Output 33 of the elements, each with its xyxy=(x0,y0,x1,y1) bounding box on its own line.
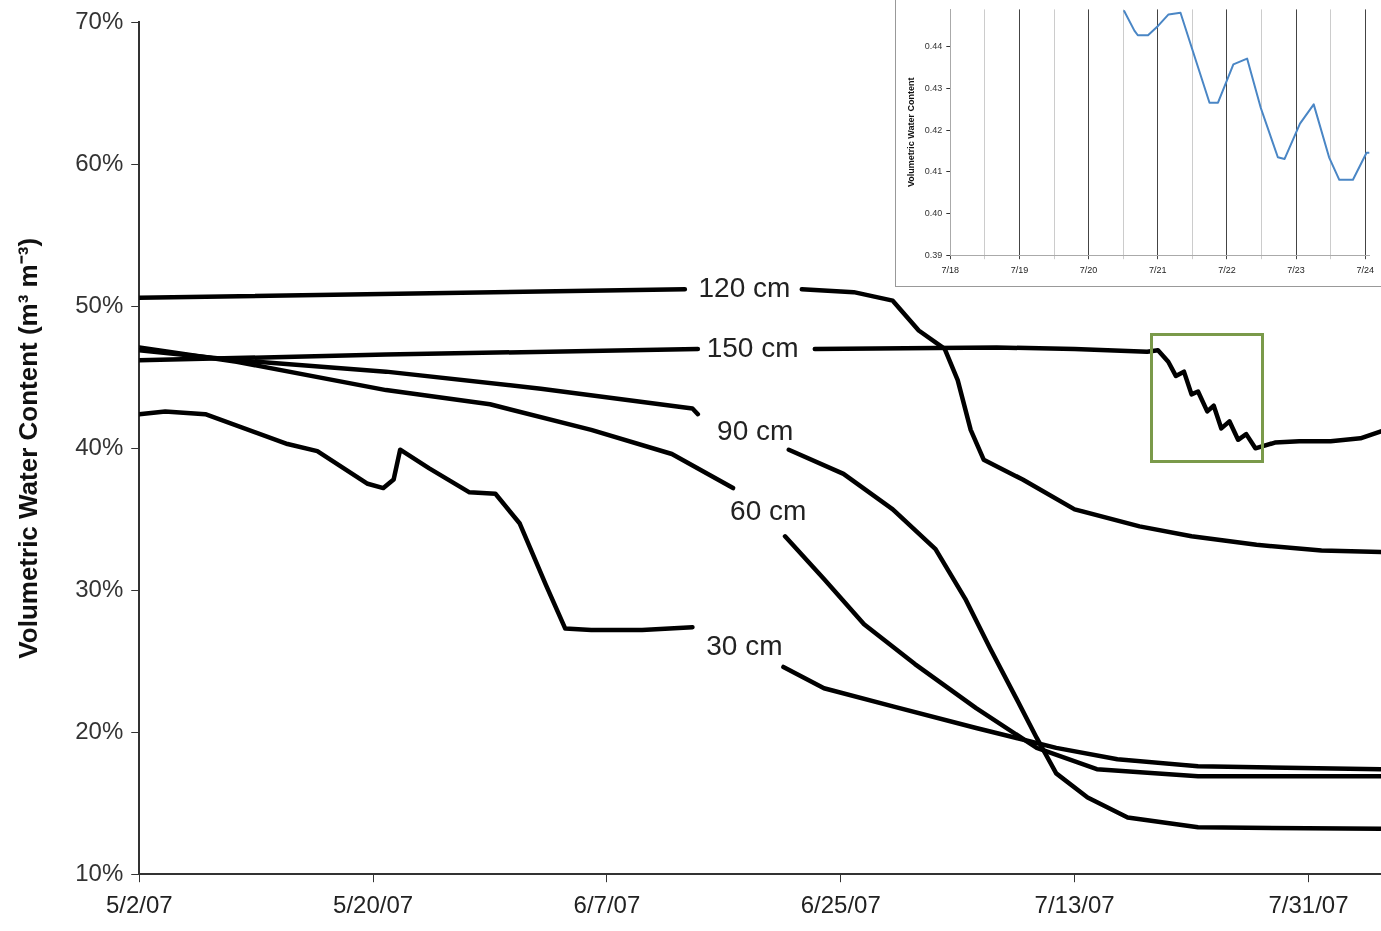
x-tick-label: 7/23 xyxy=(1287,265,1305,276)
y-axis-title: Volumetric Water Content (m³ m⁻³) xyxy=(12,237,43,659)
y-tick-label: 30% xyxy=(75,574,124,602)
x-tick-label: 7/20 xyxy=(1079,265,1098,276)
series-label: 120 cm xyxy=(698,272,791,304)
y-tick-label: 0.39 xyxy=(924,249,943,260)
series-label: 30 cm xyxy=(706,629,783,661)
x-tick-label: 7/19 xyxy=(1010,265,1029,276)
x-tick-label: 5/20/07 xyxy=(333,891,414,919)
x-tick-label: 6/7/07 xyxy=(573,891,641,919)
y-tick-label: 0.42 xyxy=(924,124,943,135)
series-label: 90 cm xyxy=(717,414,794,446)
y-tick-label: 70% xyxy=(75,7,124,35)
y-tick-label: 10% xyxy=(75,858,124,886)
series-label: 60 cm xyxy=(730,494,807,526)
series-label: 150 cm xyxy=(706,331,799,363)
y-tick-label: 0.40 xyxy=(924,208,943,219)
x-tick-label: 7/31/07 xyxy=(1268,891,1349,919)
y-tick-label: 50% xyxy=(75,290,124,318)
y-tick-label: 40% xyxy=(75,432,124,460)
x-tick-label: 7/18 xyxy=(941,265,960,276)
x-tick-label: 7/13/07 xyxy=(1034,891,1115,919)
x-tick-label: 7/22 xyxy=(1218,265,1236,276)
y-tick-label: 60% xyxy=(75,148,124,176)
y-tick-label: 0.44 xyxy=(924,41,943,52)
y-axis-title: Volumetric Water Content xyxy=(905,77,916,188)
x-tick-label: 7/24 xyxy=(1356,265,1375,276)
x-tick-label: 7/21 xyxy=(1149,265,1167,276)
y-tick-label: 0.41 xyxy=(924,166,943,177)
y-tick-label: 20% xyxy=(75,716,124,744)
x-tick-label: 6/25/07 xyxy=(800,891,881,919)
y-tick-label: 0.43 xyxy=(924,83,943,94)
x-tick-label: 5/2/07 xyxy=(105,891,173,919)
